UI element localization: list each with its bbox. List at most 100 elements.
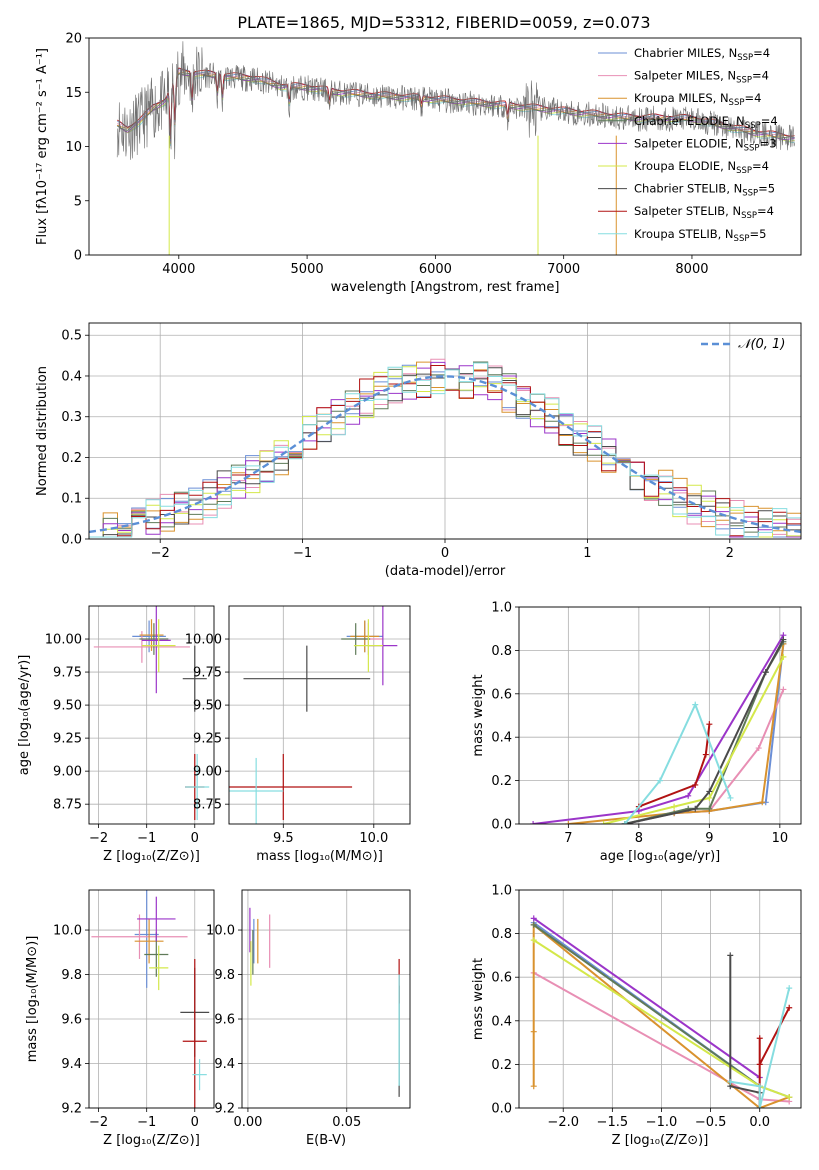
y-tick-label: 9.4 bbox=[214, 1057, 235, 1072]
legend-text: Kroupa STELIB, N bbox=[634, 227, 734, 241]
y-tick-label: 9.00 bbox=[53, 765, 82, 780]
x-axis-label: Z [log₁₀(Z/Z⊙)] bbox=[103, 849, 200, 864]
y-tick-label: 0 bbox=[74, 249, 82, 264]
series-marker bbox=[702, 751, 709, 758]
legend-suffix: =5 bbox=[758, 182, 775, 196]
series-marker bbox=[780, 686, 787, 693]
series-marker bbox=[692, 701, 699, 708]
x-tick-label: 0 bbox=[441, 546, 449, 561]
y-tick-label: 8.75 bbox=[53, 798, 82, 813]
legend-entry: Chabrier MILES, NSSP=4 bbox=[634, 46, 770, 63]
y-tick-label: 0.4 bbox=[491, 731, 512, 746]
observed-spectrum-line bbox=[116, 41, 795, 160]
legend-text: Kroupa ELODIE, N bbox=[634, 159, 736, 173]
y-axis-label: Normed distribution bbox=[35, 366, 50, 496]
legend-suffix: =5 bbox=[749, 227, 766, 241]
x-tick-label: 8000 bbox=[675, 262, 708, 277]
legend-suffix: =3 bbox=[760, 136, 777, 150]
series-line bbox=[568, 643, 785, 824]
y-tick-label: 10.0 bbox=[206, 924, 235, 939]
legend-subscript: SSP bbox=[736, 166, 752, 176]
legend-text: Chabrier MILES, N bbox=[634, 46, 737, 60]
legend-text: Chabrier ELODIE, N bbox=[634, 114, 745, 128]
x-tick-label: 0.05 bbox=[332, 1115, 361, 1130]
chart-massweight-vs-Z: −2.0 −1.5 −1.0 −0.5 0.0 0.0 0.2 0.4 0.6 0.8 1.0 Z [… bbox=[471, 884, 802, 1148]
legend-entry: Chabrier STELIB, NSSP=5 bbox=[634, 182, 775, 199]
x-axis-label: wavelength [Angstrom, rest frame] bbox=[331, 280, 560, 295]
errorbar-group bbox=[91, 890, 210, 1108]
legend-entry: Salpeter MILES, NSSP=4 bbox=[634, 69, 769, 86]
x-tick-label: 1 bbox=[583, 546, 591, 561]
x-axis-label: Z [log₁₀(Z/Z⊙)] bbox=[612, 1133, 709, 1148]
y-tick-label: 0.2 bbox=[491, 1058, 512, 1073]
legend-subscript: SSP bbox=[736, 76, 752, 86]
y-tick-label: 9.6 bbox=[214, 1013, 235, 1028]
series-line bbox=[730, 987, 791, 1108]
x-tick-label: 10.0 bbox=[359, 831, 388, 846]
x-axis-label: age [log₁₀(age/yr)] bbox=[600, 849, 721, 864]
y-tick-label: 9.4 bbox=[61, 1057, 82, 1072]
x-tick-label: 2 bbox=[726, 546, 734, 561]
series-marker bbox=[685, 792, 692, 799]
plot-frame bbox=[241, 889, 411, 1109]
series-marker bbox=[600, 821, 607, 824]
series-line bbox=[532, 634, 785, 824]
series-marker bbox=[762, 669, 769, 676]
series-marker bbox=[621, 821, 628, 824]
y-tick-label: 9.8 bbox=[214, 968, 235, 983]
x-tick-label: 8 bbox=[635, 831, 643, 846]
series-marker bbox=[727, 1078, 734, 1085]
y-tick-label: 10.00 bbox=[45, 633, 82, 648]
series-marker bbox=[530, 1083, 537, 1090]
y-tick-label: 9.50 bbox=[193, 699, 222, 714]
x-tick-label: −1.0 bbox=[646, 1115, 678, 1130]
series-marker bbox=[706, 721, 713, 728]
series-marker bbox=[530, 821, 537, 824]
legend-entry: Salpeter ELODIE, NSSP=3 bbox=[634, 136, 777, 153]
legend-entry: Kroupa ELODIE, NSSP=4 bbox=[634, 159, 769, 176]
y-axis-label: mass weight bbox=[471, 674, 486, 756]
plot-frame bbox=[88, 37, 802, 256]
series-marker bbox=[755, 745, 762, 752]
y-tick-label: 1.0 bbox=[491, 884, 512, 899]
plot-frame bbox=[88, 322, 802, 540]
series-marker bbox=[786, 1004, 793, 1011]
legend-suffix: =4 bbox=[752, 69, 769, 83]
series-marker bbox=[780, 636, 787, 643]
legend-suffix: =4 bbox=[761, 114, 778, 128]
normal-curve bbox=[89, 375, 801, 534]
legend-subscript: SSP bbox=[729, 98, 745, 108]
series-marker bbox=[530, 1028, 537, 1035]
series-marker bbox=[727, 794, 734, 801]
y-axis-label: mass [log₁₀(M/M⊙)] bbox=[25, 936, 40, 1063]
series-marker bbox=[786, 985, 793, 992]
histogram-lines bbox=[89, 358, 801, 538]
y-axis-label: mass weight bbox=[471, 958, 486, 1040]
x-tick-label: −2 bbox=[151, 546, 170, 561]
legend-text: Chabrier STELIB, N bbox=[634, 182, 742, 196]
series-marker bbox=[706, 805, 713, 812]
legend-text: Salpeter STELIB, N bbox=[634, 204, 741, 218]
y-tick-label: 0.4 bbox=[61, 369, 82, 384]
x-axis-label: mass [log₁₀(M/M⊙)] bbox=[256, 849, 383, 864]
errorbar-group bbox=[93, 606, 210, 821]
series-group bbox=[530, 632, 787, 824]
y-tick-label: 9.75 bbox=[193, 666, 222, 681]
legend-entry: Salpeter STELIB, NSSP=4 bbox=[634, 204, 774, 221]
y-axis-label: Flux [fλ10⁻¹⁷ erg cm⁻² s⁻¹ A⁻¹] bbox=[35, 48, 50, 245]
y-tick-label: 0.0 bbox=[61, 533, 82, 548]
y-tick-label: 1.0 bbox=[491, 601, 512, 616]
x-tick-label: 10 bbox=[772, 831, 789, 846]
y-tick-label: 0.3 bbox=[61, 410, 82, 425]
y-tick-label: 0.8 bbox=[491, 927, 512, 942]
x-tick-label: 9 bbox=[705, 831, 713, 846]
series-group bbox=[530, 915, 793, 1108]
y-tick-label: 9.2 bbox=[61, 1102, 82, 1117]
y-tick-label: 0.0 bbox=[491, 1102, 512, 1117]
series-marker bbox=[706, 794, 713, 801]
y-tick-label: 0.6 bbox=[491, 971, 512, 986]
legend-entry: 𝒩(0, 1) bbox=[738, 337, 785, 352]
y-tick-label: 9.25 bbox=[193, 732, 222, 747]
series-marker bbox=[530, 921, 537, 928]
